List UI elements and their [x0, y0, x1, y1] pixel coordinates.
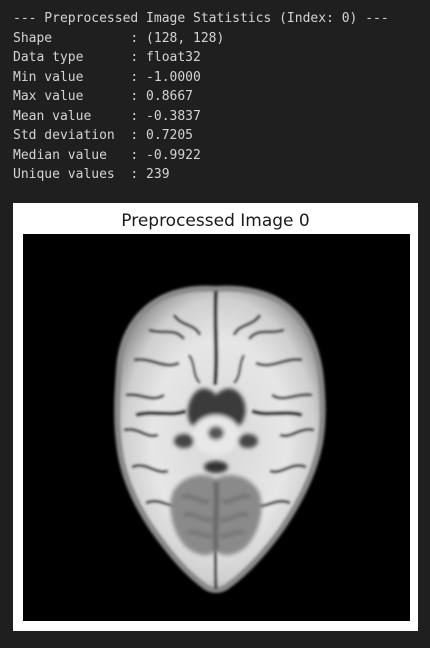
figure-output: Preprocessed Image 0	[13, 203, 418, 631]
stats-header: --- Preprocessed Image Statistics (Index…	[13, 11, 389, 26]
stat-std-deviation: Std deviation : 0.7205	[13, 128, 194, 143]
stat-data-type: Data type : float32	[13, 50, 201, 65]
stat-max-value: Max value : 0.8667	[13, 89, 194, 104]
stat-mean-value: Mean value : -0.3837	[13, 108, 201, 124]
stat-min-value: Min value : -1.0000	[13, 69, 201, 85]
stat-unique-values: Unique values : 239	[13, 167, 170, 182]
image-axes	[23, 234, 410, 621]
figure-title: Preprocessed Image 0	[121, 211, 310, 231]
stat-median-value: Median value : -0.9922	[13, 147, 201, 163]
cell-output-text: --- Preprocessed Image Statistics (Index…	[13, 9, 389, 185]
stat-shape: Shape : (128, 128)	[13, 30, 225, 46]
brain-mri-image	[24, 235, 409, 620]
